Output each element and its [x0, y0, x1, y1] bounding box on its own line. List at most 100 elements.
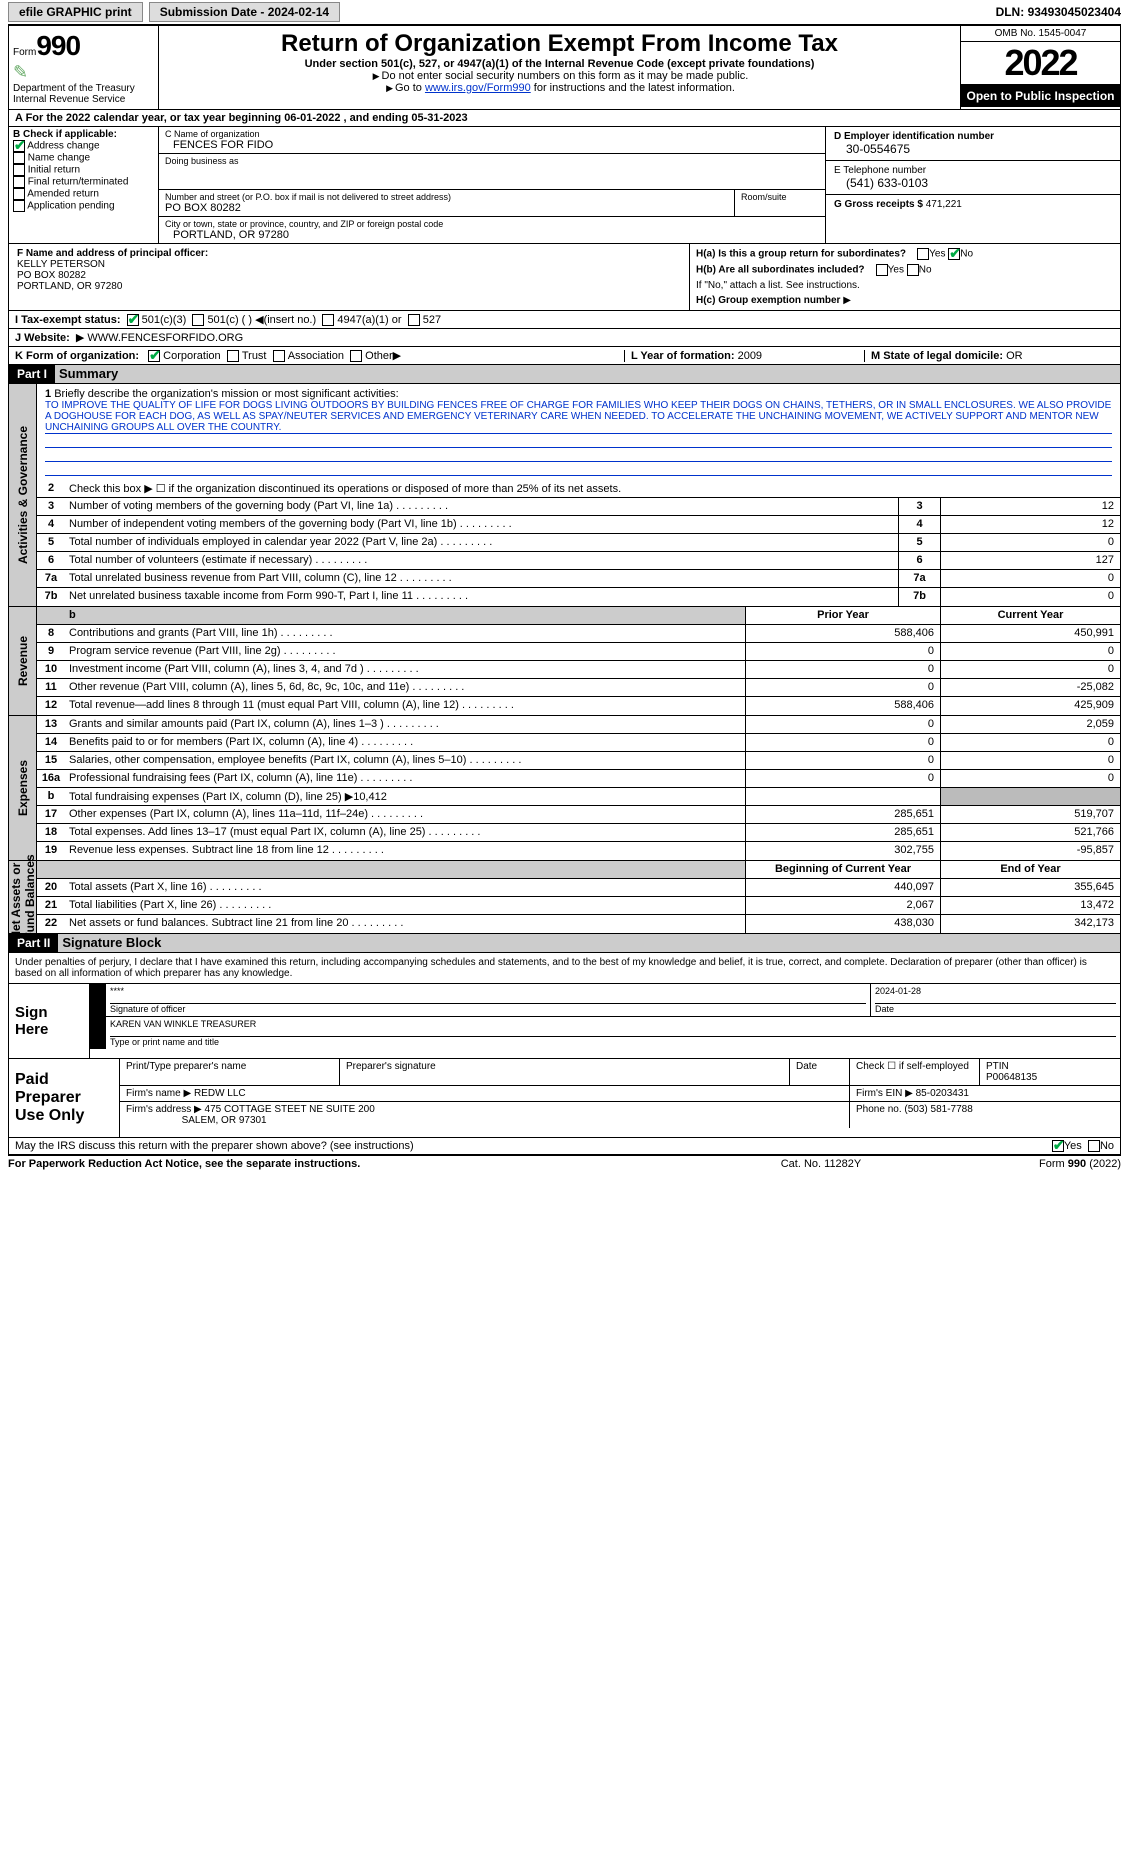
- officer-name-cell: KAREN VAN WINKLE TREASURERType or print …: [106, 1017, 1120, 1049]
- cb-4947[interactable]: [322, 314, 334, 326]
- city-state-zip: PORTLAND, OR 97280: [165, 229, 819, 241]
- preparer-sig-header: Preparer's signature: [340, 1059, 790, 1085]
- cb-name-change[interactable]: Name change: [13, 152, 154, 164]
- hb-yes-cb[interactable]: [876, 264, 888, 276]
- phone-cell: E Telephone number (541) 633-0103: [826, 161, 1120, 195]
- hb-no-cb[interactable]: [907, 264, 919, 276]
- note-ssn: Do not enter social security numbers on …: [382, 70, 749, 82]
- gross-receipts-value: 471,221: [926, 199, 962, 210]
- cb-527[interactable]: [408, 314, 420, 326]
- year-formation: 2009: [738, 350, 762, 362]
- omb-number: OMB No. 1545-0047: [961, 26, 1120, 42]
- b-heading: B Check if applicable:: [13, 129, 154, 140]
- line-9: 9Program service revenue (Part VIII, lin…: [37, 643, 1120, 661]
- ein-cell: D Employer identification number 30-0554…: [826, 127, 1120, 161]
- tax-exempt-status-row: I Tax-exempt status: 501(c)(3) 501(c) ( …: [8, 311, 1121, 329]
- irs-link[interactable]: www.irs.gov/Form990: [425, 82, 531, 94]
- firm-name: REDW LLC: [194, 1088, 246, 1099]
- line-b: bTotal fundraising expenses (Part IX, co…: [37, 788, 1120, 806]
- preparer-date-header: Date: [790, 1059, 850, 1085]
- line-4: 4Number of independent voting members of…: [37, 516, 1120, 534]
- mission-block: 1 Briefly describe the organization's mi…: [37, 384, 1120, 480]
- paid-preparer-label: Paid Preparer Use Only: [9, 1059, 119, 1137]
- arrow-icon: [90, 1017, 106, 1049]
- dept-treasury: Department of the Treasury: [13, 83, 154, 94]
- cb-other[interactable]: [350, 350, 362, 362]
- firm-address: 475 COTTAGE STEET NE SUITE 200: [205, 1104, 375, 1115]
- submission-date-button[interactable]: Submission Date - 2024-02-14: [149, 2, 340, 22]
- cb-amended-return[interactable]: Amended return: [13, 188, 154, 200]
- self-employed-cb[interactable]: Check ☐ if self-employed: [850, 1059, 980, 1085]
- org-name: FENCES FOR FIDO: [165, 139, 819, 151]
- ha-no-cb[interactable]: [948, 248, 960, 260]
- sign-date-cell: 2024-01-28Date: [870, 984, 1120, 1016]
- line-22: 22Net assets or fund balances. Subtract …: [37, 915, 1120, 933]
- cb-address-change[interactable]: Address change: [13, 140, 154, 152]
- disclose-no-cb[interactable]: [1088, 1140, 1100, 1152]
- cb-application-pending[interactable]: Application pending: [13, 200, 154, 212]
- line-8: 8Contributions and grants (Part VIII, li…: [37, 625, 1120, 643]
- cb-501c3[interactable]: [127, 314, 139, 326]
- ein-value: 30-0554675: [834, 142, 1112, 156]
- line-5: 5Total number of individuals employed in…: [37, 534, 1120, 552]
- street-address: PO BOX 80282: [165, 202, 728, 214]
- line-16a: 16aProfessional fundraising fees (Part I…: [37, 770, 1120, 788]
- line-11: 11Other revenue (Part VIII, column (A), …: [37, 679, 1120, 697]
- line-14: 14Benefits paid to or for members (Part …: [37, 734, 1120, 752]
- h-block: H(a) Is this a group return for subordin…: [690, 244, 1120, 310]
- preparer-name-header: Print/Type preparer's name: [120, 1059, 340, 1085]
- line-17: 17Other expenses (Part IX, column (A), l…: [37, 806, 1120, 824]
- side-net-assets: Net Assets orFund Balances: [9, 861, 37, 933]
- address-cell: Number and street (or P.O. box if mail i…: [159, 190, 735, 217]
- mission-text: TO IMPROVE THE QUALITY OF LIFE FOR DOGS …: [45, 400, 1112, 434]
- line-2: Check this box ▶ ☐ if the organization d…: [65, 480, 1120, 497]
- form-title: Return of Organization Exempt From Incom…: [167, 30, 952, 58]
- col-c-org-info: C Name of organization FENCES FOR FIDO D…: [159, 127, 825, 243]
- city-cell: City or town, state or province, country…: [159, 217, 825, 243]
- line-20: 20Total assets (Part X, line 16) . . . .…: [37, 879, 1120, 897]
- tax-year: 2022: [961, 42, 1120, 85]
- expenses-block: Expenses 13Grants and similar amounts pa…: [8, 716, 1121, 861]
- identity-block: B Check if applicable: Address change Na…: [8, 127, 1121, 244]
- state-domicile: OR: [1006, 350, 1023, 362]
- efile-print-button[interactable]: efile GRAPHIC print: [8, 2, 143, 22]
- disclose-yes-cb[interactable]: [1052, 1140, 1064, 1152]
- signature-cell[interactable]: ****Signature of officer: [106, 984, 870, 1016]
- cb-corporation[interactable]: [148, 350, 160, 362]
- page-footer: For Paperwork Reduction Act Notice, see …: [8, 1155, 1121, 1172]
- cb-association[interactable]: [273, 350, 285, 362]
- line-19: 19Revenue less expenses. Subtract line 1…: [37, 842, 1120, 860]
- net-header-row: Beginning of Current YearEnd of Year: [37, 861, 1120, 879]
- side-expenses: Expenses: [9, 716, 37, 860]
- firm-ein: 85-0203431: [916, 1088, 969, 1099]
- form-header: Form990 ✎ Department of the Treasury Int…: [8, 25, 1121, 110]
- officer-name: KELLY PETERSON: [17, 259, 681, 270]
- cb-trust[interactable]: [227, 350, 239, 362]
- org-name-cell: C Name of organization FENCES FOR FIDO: [159, 127, 825, 154]
- side-activities-governance: Activities & Governance: [9, 384, 37, 606]
- ptin-cell: PTINP00648135: [980, 1059, 1120, 1085]
- arrow-icon: [384, 82, 395, 94]
- phone-value: (541) 633-0103: [834, 176, 1112, 190]
- activities-governance-block: Activities & Governance 1 Briefly descri…: [8, 384, 1121, 607]
- dln: DLN: 93493045023404: [996, 5, 1121, 19]
- firm-phone: (503) 581-7788: [904, 1104, 972, 1115]
- header-right: OMB No. 1545-0047 2022 Open to Public In…: [960, 26, 1120, 109]
- pen-icon: ✎: [13, 62, 154, 83]
- arrow-icon: [90, 984, 106, 1016]
- net-assets-block: Net Assets orFund Balances Beginning of …: [8, 861, 1121, 934]
- cb-initial-return[interactable]: Initial return: [13, 164, 154, 176]
- sign-here-block: Sign Here ****Signature of officer 2024-…: [8, 984, 1121, 1059]
- part-ii-header: Part IISignature Block: [8, 934, 1121, 953]
- row-a-tax-year: A For the 2022 calendar year, or tax yea…: [8, 110, 1121, 127]
- open-public-badge: Open to Public Inspection: [961, 85, 1120, 107]
- website-row: J Website:▶ WWW.FENCESFORFIDO.ORG: [8, 329, 1121, 347]
- k-l-m-row: K Form of organization: Corporation Trus…: [8, 347, 1121, 365]
- cb-final-return[interactable]: Final return/terminated: [13, 176, 154, 188]
- part-i-header: Part ISummary: [8, 365, 1121, 384]
- ha-yes-cb[interactable]: [917, 248, 929, 260]
- revenue-header-row: b Prior YearCurrent Year: [37, 607, 1120, 625]
- principal-officer: F Name and address of principal officer:…: [9, 244, 690, 310]
- cb-501c[interactable]: [192, 314, 204, 326]
- room-suite-cell: Room/suite: [735, 190, 825, 217]
